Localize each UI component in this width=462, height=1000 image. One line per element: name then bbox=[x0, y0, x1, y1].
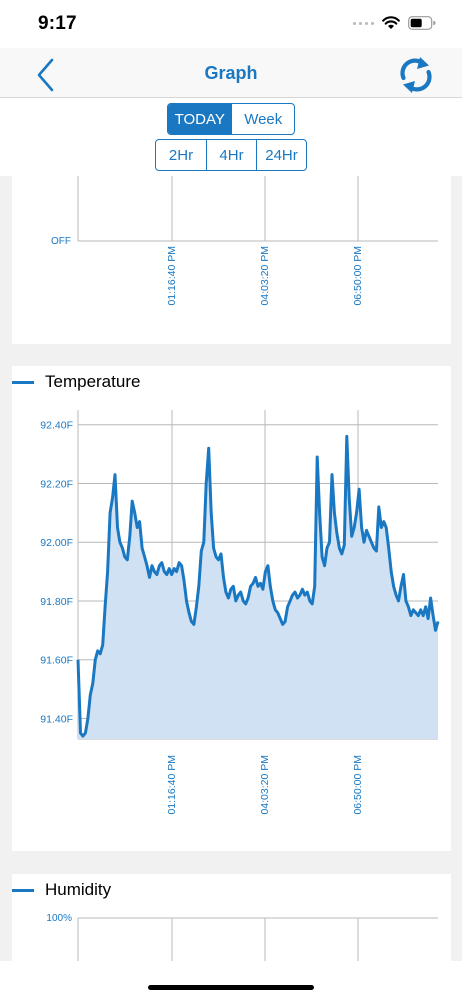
x-tick-label: 01:16:40 PM bbox=[166, 755, 178, 815]
legend-swatch bbox=[12, 888, 34, 892]
y-tick-label: OFF bbox=[51, 236, 71, 247]
signal-icon bbox=[353, 21, 374, 25]
tab-4hr[interactable]: 4Hr bbox=[206, 140, 256, 170]
nav-bar: Graph bbox=[0, 48, 462, 98]
x-tick-label: 04:03:20 PM bbox=[259, 246, 271, 306]
x-tick-label: 04:03:20 PM bbox=[259, 755, 271, 815]
temperature-chart: 92.40F 92.20F 92.00F 91.80F 91.60F 91.40… bbox=[40, 410, 440, 815]
x-tick-label: 06:50:00 PM bbox=[352, 246, 364, 306]
wifi-icon bbox=[382, 16, 400, 29]
legend-label: Humidity bbox=[45, 880, 112, 899]
tab-24hr[interactable]: 24Hr bbox=[256, 140, 306, 170]
status-icons bbox=[353, 16, 436, 30]
tab-today[interactable]: TODAY bbox=[168, 104, 232, 134]
tab-2hr[interactable]: 2Hr bbox=[168, 146, 194, 164]
tab-week[interactable]: Week bbox=[231, 104, 294, 134]
x-tick-label: 01:16:40 PM bbox=[166, 246, 178, 306]
chart-legend: Humidity bbox=[12, 880, 111, 900]
y-tick-label: 100% bbox=[46, 913, 72, 924]
charts-scroll-area[interactable]: OFF 01:16:40 PM 04:03:20 PM 06:50:00 PM … bbox=[0, 176, 462, 961]
refresh-icon[interactable] bbox=[392, 52, 440, 98]
status-time: 9:17 bbox=[38, 13, 77, 34]
range-selector: 2Hr 4Hr 24Hr bbox=[155, 139, 307, 171]
y-tick-label: 91.60F bbox=[40, 655, 73, 667]
y-tick-label: 91.40F bbox=[40, 713, 73, 725]
status-bar: 9:17 bbox=[0, 0, 462, 48]
y-tick-label: 92.20F bbox=[40, 478, 73, 490]
x-tick-label: 06:50:00 PM bbox=[352, 755, 364, 815]
legend-label: Temperature bbox=[45, 372, 141, 391]
humidity-chart-card: Humidity 100% bbox=[12, 874, 451, 961]
y-tick-label: 92.00F bbox=[40, 537, 73, 549]
home-indicator[interactable] bbox=[148, 985, 314, 990]
y-tick-label: 92.40F bbox=[40, 420, 73, 432]
bottom-safe-area bbox=[0, 961, 462, 1000]
battery-icon bbox=[408, 16, 436, 30]
status-chart: OFF 01:16:40 PM 04:03:20 PM 06:50:00 PM bbox=[51, 176, 438, 306]
period-selector: TODAY Week bbox=[167, 103, 295, 135]
status-chart-card: OFF 01:16:40 PM 04:03:20 PM 06:50:00 PM bbox=[12, 176, 451, 344]
chevron-left-icon[interactable] bbox=[28, 56, 64, 94]
temperature-chart-card: Temperature 92.40F 92.20F 92.00F 91.80F … bbox=[12, 366, 451, 851]
chart-legend: Temperature bbox=[12, 372, 140, 392]
temperature-series-line bbox=[76, 434, 440, 738]
y-tick-label: 91.80F bbox=[40, 596, 73, 608]
legend-swatch bbox=[12, 380, 34, 384]
page-title: Graph bbox=[204, 63, 258, 83]
humidity-chart: 100% bbox=[46, 913, 438, 961]
